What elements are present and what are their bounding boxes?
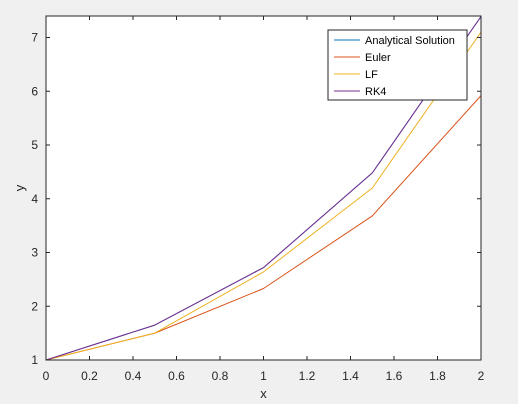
- ticks-layer: 0 0.2 0.4 0.6 0.8 1 1.2 1.4 1.6 1.8 2 1 2 3 4 5 6 7: [31, 16, 485, 383]
- x-tick-label: 0.6: [168, 369, 185, 383]
- x-axis-label: x: [260, 386, 267, 401]
- x-tick-label: 1.4: [342, 369, 359, 383]
- x-tick-label: 0: [43, 369, 50, 383]
- x-tick-label: 0.8: [212, 369, 229, 383]
- legend-label: Analytical Solution: [365, 35, 455, 47]
- x-tick-label: 0.2: [81, 369, 98, 383]
- y-tick-label: 3: [31, 246, 38, 260]
- y-tick-label: 4: [31, 192, 38, 206]
- x-tick-label: 2: [478, 369, 485, 383]
- legend: Analytical Solution Euler LF RK4: [327, 29, 468, 101]
- y-tick-label: 1: [31, 353, 38, 367]
- y-tick-label: 2: [31, 299, 38, 313]
- series-layer: [46, 16, 481, 360]
- x-tick-label: 1.2: [299, 369, 316, 383]
- x-tick-label: 1.8: [429, 369, 446, 383]
- x-tick-label: 1: [260, 369, 267, 383]
- y-tick-label: 7: [31, 31, 38, 45]
- y-tick-label: 6: [31, 84, 38, 98]
- y-axis-label: y: [12, 184, 27, 191]
- legend-label: Euler: [365, 52, 391, 64]
- x-tick-label: 0.4: [125, 369, 142, 383]
- x-tick-label: 1.6: [386, 369, 403, 383]
- legend-label: LF: [365, 69, 378, 81]
- legend-label: RK4: [365, 86, 386, 98]
- legend-box: [327, 29, 468, 101]
- series-line-rk4: [46, 16, 481, 360]
- y-tick-label: 5: [31, 138, 38, 152]
- series-line-lf: [46, 31, 481, 360]
